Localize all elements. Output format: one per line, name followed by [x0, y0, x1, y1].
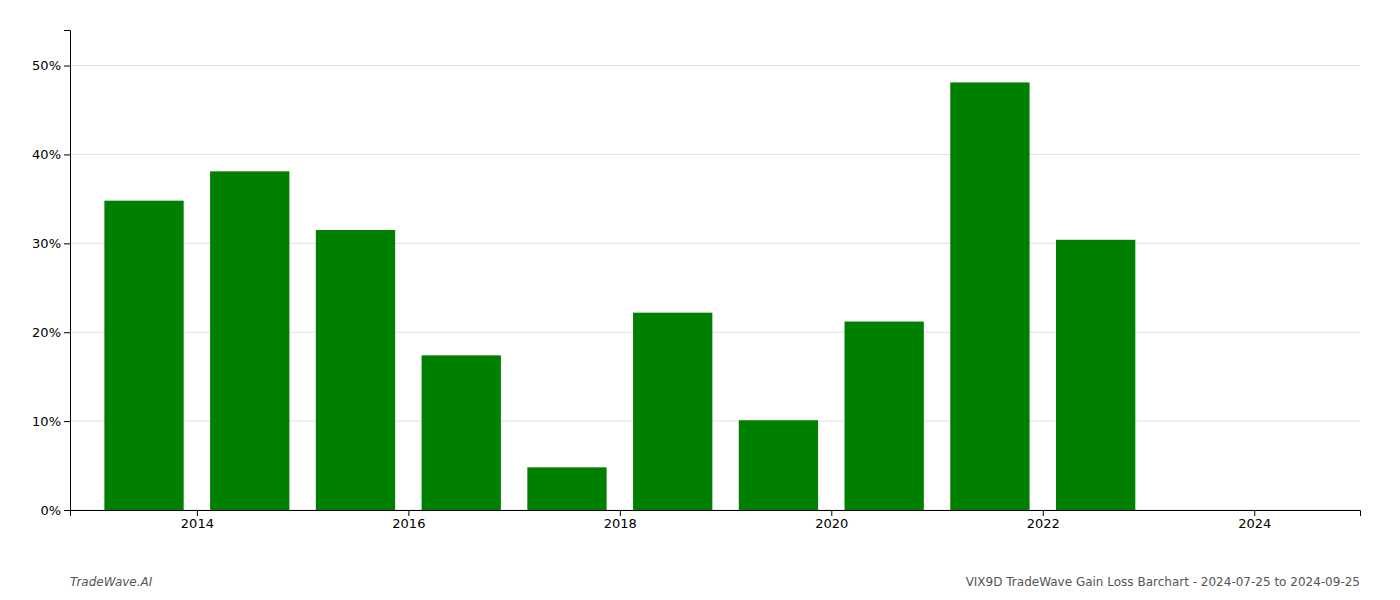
x-axis: 2014 2016 2018 2020 2022 2024 [71, 510, 1361, 531]
y-tick: 0% [40, 503, 70, 518]
y-tick-label: 10% [32, 414, 61, 429]
x-tick: 2022 [1027, 510, 1060, 531]
x-tick-label: 2018 [604, 516, 637, 531]
y-axis-line [64, 31, 71, 511]
y-tick-mark [64, 510, 70, 511]
x-tick-label: 2014 [181, 516, 214, 531]
x-tick: 2014 [181, 510, 214, 531]
y-tick-label: 40% [32, 147, 61, 162]
x-tick-mark [1043, 510, 1044, 516]
bar [527, 467, 606, 510]
grid [70, 66, 1360, 510]
x-tick: 2016 [392, 510, 425, 531]
x-tick: 2024 [1238, 510, 1271, 531]
grid-line [70, 65, 1360, 66]
y-tick-mark [64, 154, 70, 155]
footer-annotation: VIX9D TradeWave Gain Loss Barchart - 202… [966, 575, 1360, 589]
y-axis: 0% 10% 20% 30% 40% 50% [32, 31, 70, 518]
bar [316, 230, 395, 510]
x-tick-mark [831, 510, 832, 516]
bar [422, 355, 501, 510]
chart-svg: 2014 2016 2018 2020 2022 2024 0% 10% 20% 30% 40% 50… [0, 0, 1400, 600]
footer-annotation: TradeWave.AI [70, 575, 153, 589]
x-tick-label: 2024 [1238, 516, 1271, 531]
bar [845, 322, 924, 510]
y-tick-mark [64, 66, 70, 67]
x-tick: 2020 [815, 510, 848, 531]
y-tick-mark [64, 243, 70, 244]
x-axis-line [71, 511, 1361, 517]
bar [210, 171, 289, 510]
y-tick: 50% [32, 58, 70, 73]
y-tick: 40% [32, 147, 70, 162]
plot-area: 2014 2016 2018 2020 2022 2024 0% 10% 20% 30% 40% 50… [32, 31, 1360, 532]
x-tick-mark [197, 510, 198, 516]
y-tick-label: 20% [32, 325, 61, 340]
y-tick: 30% [32, 236, 70, 251]
bars [104, 82, 1135, 510]
y-tick: 10% [32, 414, 70, 429]
y-tick-mark [64, 332, 70, 333]
bar [104, 201, 183, 510]
y-tick-label: 50% [32, 58, 61, 73]
y-tick: 20% [32, 325, 70, 340]
chart-container: 2014 2016 2018 2020 2022 2024 0% 10% 20% 30% 40% 50… [0, 0, 1400, 600]
y-tick-mark [64, 421, 70, 422]
y-tick-label: 30% [32, 236, 61, 251]
grid-line [70, 154, 1360, 155]
bar [950, 82, 1029, 510]
x-tick: 2018 [604, 510, 637, 531]
x-tick-mark [620, 510, 621, 516]
bar [633, 313, 712, 510]
x-tick-mark [1254, 510, 1255, 516]
bar [1056, 240, 1135, 510]
bar [739, 420, 818, 510]
x-tick-label: 2022 [1027, 516, 1060, 531]
x-tick-label: 2020 [815, 516, 848, 531]
x-tick-label: 2016 [392, 516, 425, 531]
x-tick-mark [408, 510, 409, 516]
y-tick-label: 0% [40, 503, 61, 518]
